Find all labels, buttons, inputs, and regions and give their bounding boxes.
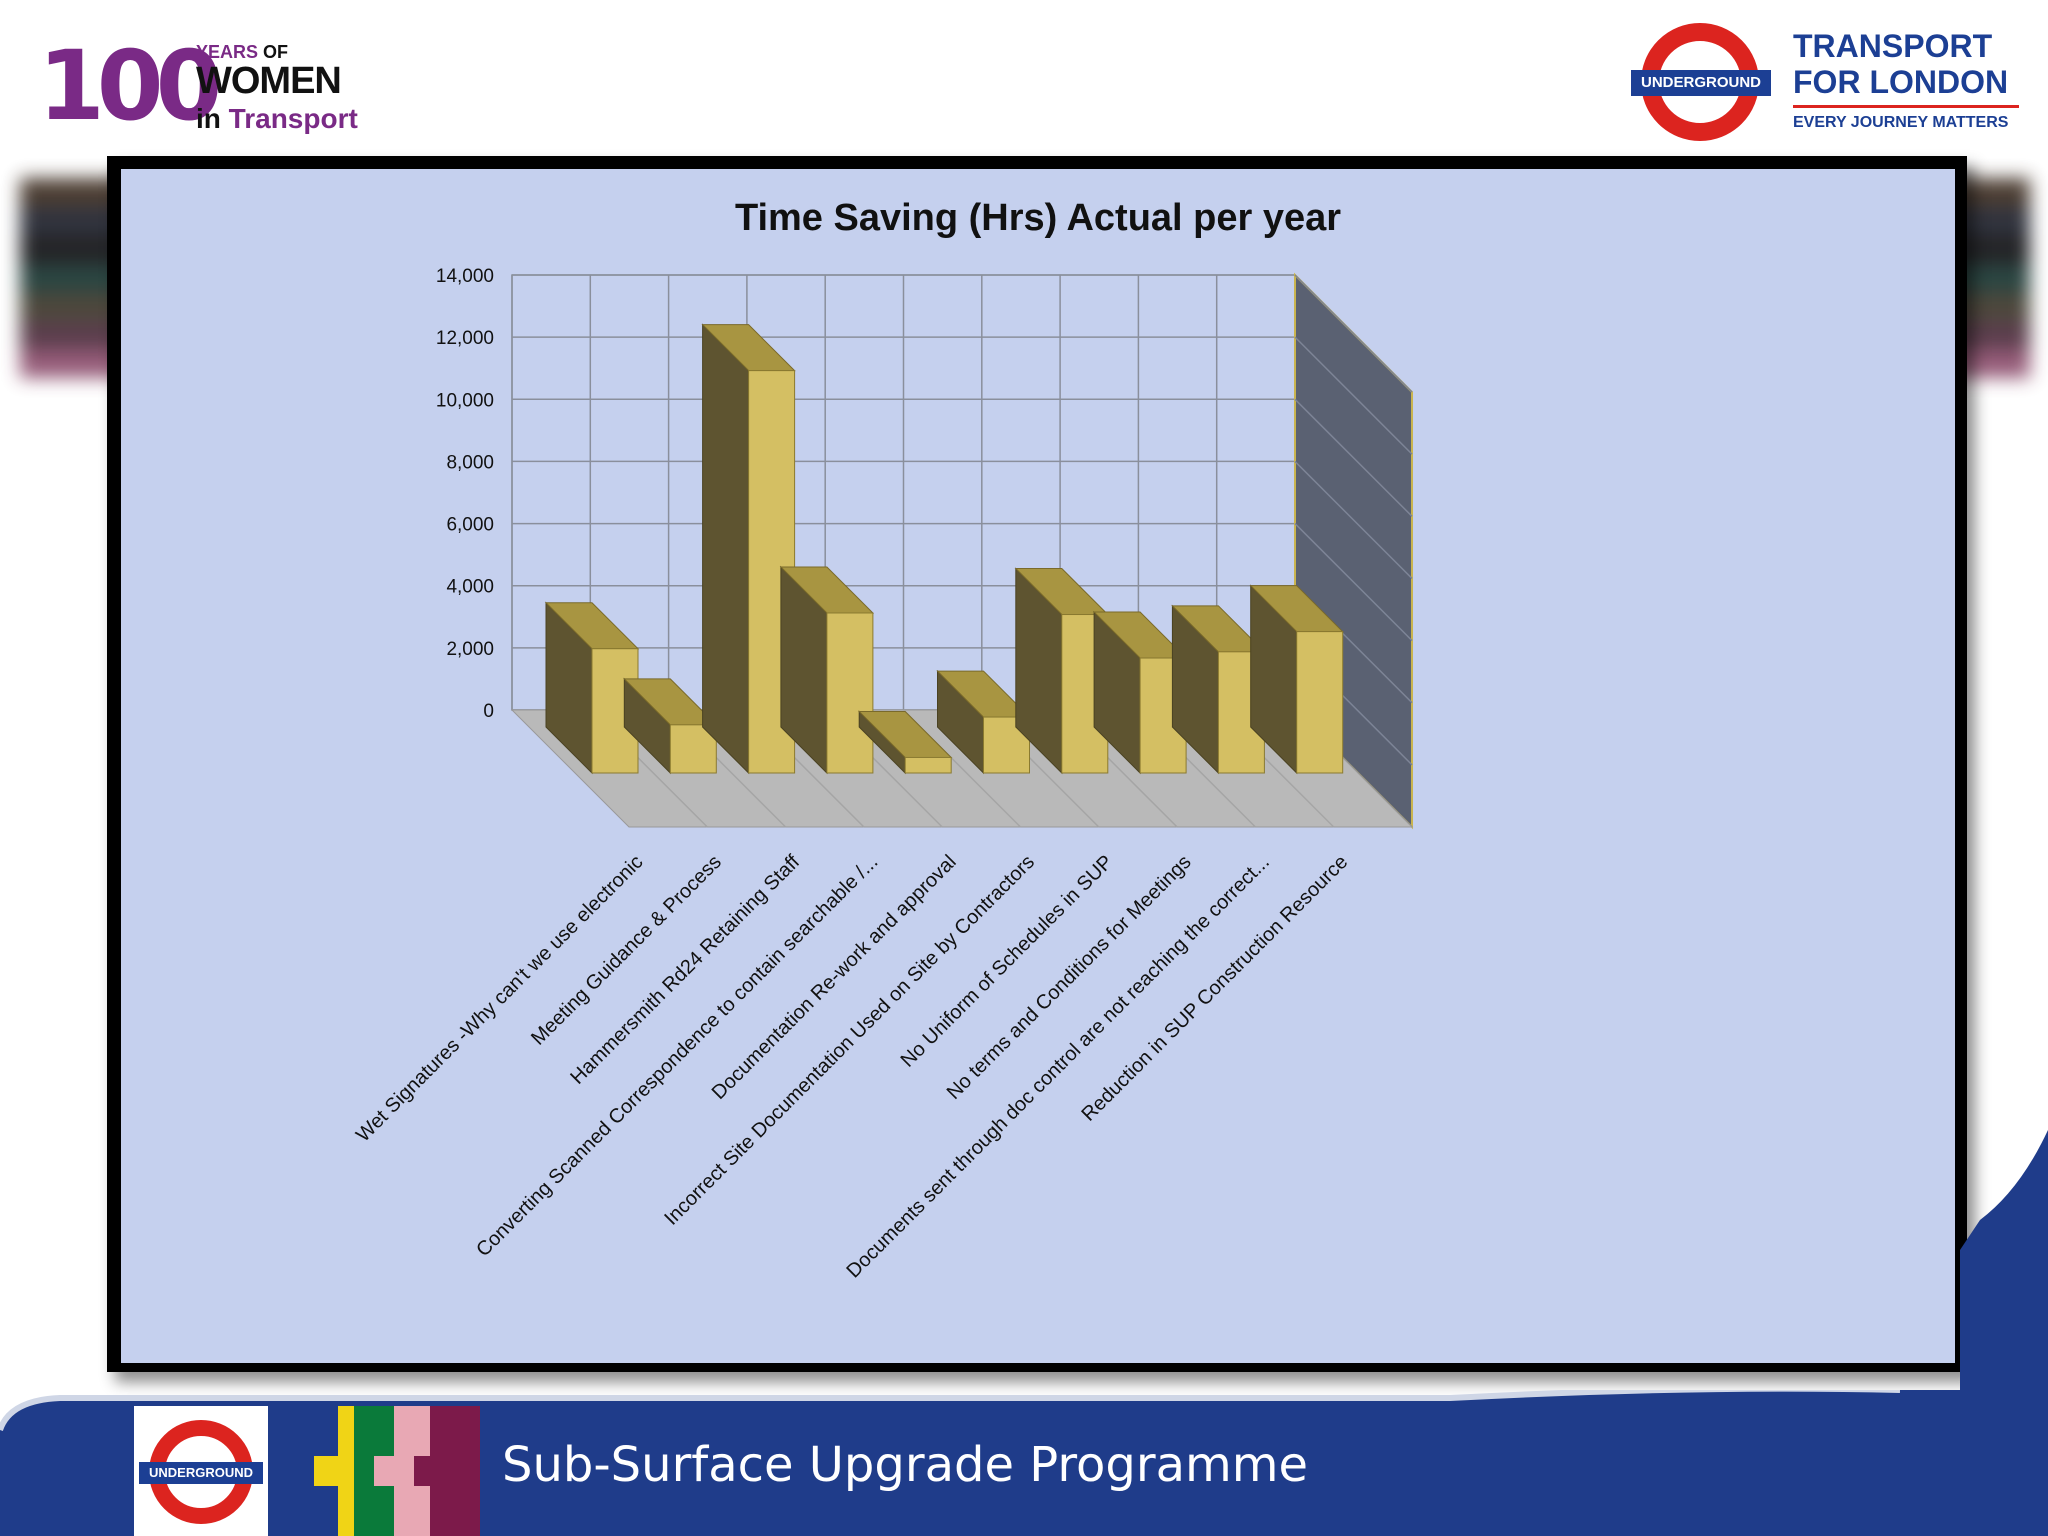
bar-front <box>826 612 874 774</box>
wit-years-text: YEARS OF <box>196 42 289 62</box>
side-wall-gridline <box>1294 523 1413 642</box>
side-wall-gridline <box>1294 336 1413 455</box>
bar-side <box>702 323 750 775</box>
y-tick-label: 12,000 <box>436 328 494 349</box>
bar <box>857 710 953 775</box>
y-tick-label: 2,000 <box>446 639 494 660</box>
chart-frame: Time Saving (Hrs) Actual per year 0 2,000 4… <box>107 156 1967 1372</box>
y-tick-label: 6,000 <box>446 515 494 536</box>
wit-women-text: WOMEN <box>196 60 342 102</box>
women-in-transport-logo: 100 YEARS OF WOMEN in Transport <box>38 38 368 138</box>
footer-background <box>0 1390 2048 1536</box>
x-category-label: Incorrect Site Documentation Used on Sit… <box>660 851 1039 1230</box>
bar-front <box>1296 631 1344 774</box>
bar <box>936 669 1031 775</box>
chart-title: Time Saving (Hrs) Actual per year <box>735 197 1341 239</box>
chart-area: Time Saving (Hrs) Actual per year 0 2,000 4… <box>121 169 1955 1363</box>
y-tick-label: 8,000 <box>446 452 494 473</box>
side-wall-gridline <box>1294 274 1413 393</box>
side-wall-gridline <box>1294 460 1413 579</box>
y-tick-label: 14,000 <box>436 266 494 287</box>
footer-roundel-box: UNDERGROUND <box>134 1406 268 1536</box>
tfl-tagline: EVERY JOURNEY MATTERS <box>1793 114 2009 131</box>
bar-chart-svg: Time Saving (Hrs) Actual per year 0 2,000 4… <box>352 197 1414 1282</box>
side-wall-gridline <box>1294 398 1413 517</box>
bar <box>779 565 875 775</box>
y-tick-label: 10,000 <box>436 390 494 411</box>
roundel-bar-label: UNDERGROUND <box>1631 70 1771 96</box>
footer-roundel-bar-label: UNDERGROUND <box>139 1462 263 1484</box>
bar <box>1249 584 1344 775</box>
bar-front <box>904 756 952 774</box>
x-category-label: Wet Signatures -Why can't we use electro… <box>352 851 647 1146</box>
wit-100-text: 100 <box>38 30 222 142</box>
bar <box>544 601 640 775</box>
footer-title: Sub-Surface Upgrade Programme <box>502 1437 1309 1493</box>
x-category-label: Reduction in SUP Construction Resource <box>1078 851 1353 1126</box>
bar <box>1092 610 1188 775</box>
tfl-title: TRANSPORT FOR LONDON <box>1793 28 2009 100</box>
footer-swoosh <box>1960 1130 2048 1400</box>
wit-in-transport-text: in Transport <box>196 103 358 134</box>
y-tick-label: 4,000 <box>446 577 494 598</box>
y-tick-label: 0 <box>483 701 494 722</box>
tfl-red-rule <box>1793 105 2019 108</box>
sup-line-colours-logo <box>314 1406 480 1536</box>
bar <box>1171 604 1266 775</box>
tfl-logo: UNDERGROUND TRANSPORT FOR LONDON EVERY J… <box>1625 22 2025 142</box>
